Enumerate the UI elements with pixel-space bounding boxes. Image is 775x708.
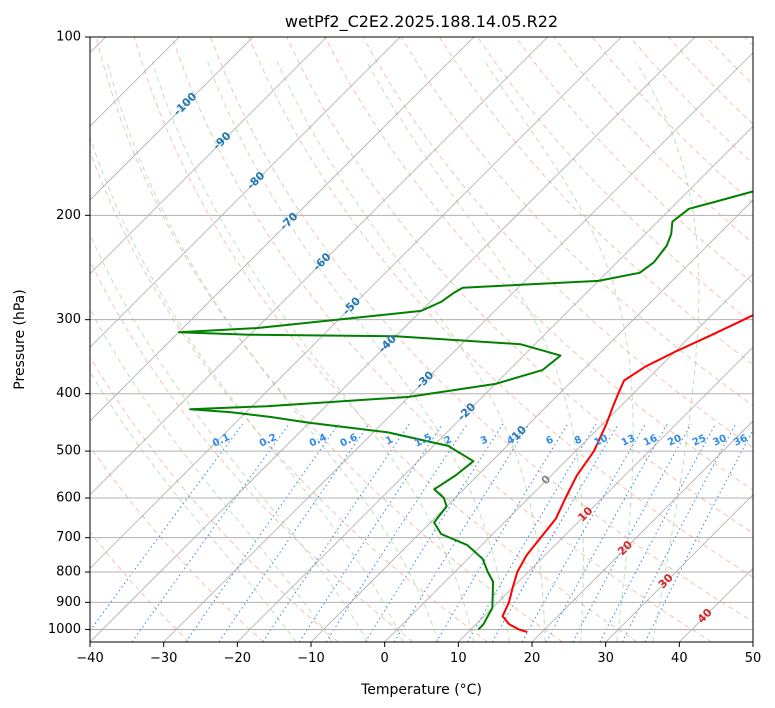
isotherm-line — [90, 37, 696, 642]
isotherm-line — [90, 37, 401, 348]
dry-adiabat — [133, 37, 638, 642]
isotherm-line — [90, 37, 548, 496]
y-axis-label: Pressure (hPa) — [12, 289, 28, 389]
y-axis: 100 200 300 400 500 600 700 800 900 1000 — [48, 30, 90, 637]
isotherm-line — [90, 37, 475, 422]
mixing-ratio-line — [218, 423, 370, 642]
mixing-ratio-labels: 0.1 0.2 0.4 0.6 1 1.5 2 3 4 6 8 10 13 16 20 25 30 36 — [211, 432, 749, 450]
moist-adiabat — [484, 61, 634, 642]
dry-adiabat — [90, 531, 190, 642]
mixing-ratio-label: 20 — [666, 433, 683, 449]
profile-line-1 — [501, 314, 753, 633]
x-tick-label: 50 — [745, 651, 762, 666]
isotherm-line — [237, 125, 753, 642]
plot-frame — [89, 36, 754, 643]
mixing-ratio-label: 4 — [506, 434, 517, 447]
mixing-ratio-label: 36 — [732, 433, 749, 449]
y-tick-label: 700 — [56, 530, 81, 545]
isotherm-line — [163, 52, 753, 642]
y-tick-label: 1000 — [48, 622, 81, 637]
moist-adiabat — [276, 61, 546, 642]
x-tick-label: 0 — [381, 651, 389, 666]
x-tick-label: −20 — [224, 651, 251, 666]
dry-adiabat — [90, 150, 488, 642]
mixing-ratio-label: 2 — [443, 434, 454, 447]
x-tick-label: −40 — [76, 651, 103, 666]
mixing-ratio-label: 30 — [711, 433, 728, 449]
moist-adiabat — [90, 135, 404, 642]
x-tick-label: −10 — [297, 651, 324, 666]
isotherm-line — [90, 37, 622, 569]
mixing-ratio-label: 13 — [620, 433, 637, 449]
moist-adiabat — [90, 232, 369, 642]
isotherm-line — [310, 199, 753, 642]
x-tick-label: 30 — [597, 651, 614, 666]
dry-adiabat — [248, 37, 753, 578]
mixing-ratio-label: 6 — [544, 434, 555, 447]
mixing-ratio-label: 25 — [691, 433, 708, 449]
mixing-ratio-label: 8 — [573, 434, 584, 447]
mixing-ratio-line — [435, 423, 569, 642]
x-axis: −40 −30 −20 −10 0 10 20 30 40 50 — [76, 642, 761, 666]
background-lines — [90, 37, 753, 642]
mixing-ratio-line — [298, 423, 444, 642]
moist-adiabat — [151, 61, 475, 642]
y-tick-label: 500 — [56, 444, 81, 459]
y-tick-label: 900 — [56, 595, 81, 610]
x-tick-label: 10 — [450, 651, 467, 666]
x-tick-label: −30 — [150, 651, 177, 666]
mixing-ratio-label: 3 — [479, 434, 490, 447]
moist-adiabat — [366, 61, 584, 642]
isotherm-line — [605, 494, 753, 642]
moist-adiabat — [106, 61, 439, 642]
y-tick-label: 100 — [56, 30, 81, 45]
mixing-ratio-line — [90, 423, 244, 632]
y-tick-label: 400 — [56, 386, 81, 401]
dry-adiabat — [210, 37, 753, 623]
mixing-ratio-label: 10 — [592, 433, 609, 449]
mixing-ratio-label: 16 — [642, 433, 659, 449]
mixing-ratio-line — [262, 423, 410, 642]
pressure-grid — [90, 37, 753, 630]
isotherm-line — [90, 37, 254, 201]
y-tick-label: 800 — [56, 565, 81, 580]
mixing-ratio-line — [545, 423, 668, 642]
mixing-ratio-label: 1 — [384, 434, 395, 447]
isotherm-line — [458, 346, 753, 642]
dry-adiabat — [515, 37, 753, 284]
dry-adiabat — [171, 37, 712, 642]
mixing-ratio-line — [185, 423, 340, 642]
x-tick-label: 40 — [671, 651, 688, 666]
isotherm-line — [531, 420, 753, 642]
mixing-ratio-line — [491, 423, 619, 642]
mixing-ratio-line — [131, 423, 290, 642]
x-axis-label: Temperature (°C) — [360, 682, 482, 698]
dry-adiabat — [438, 37, 753, 366]
isotherm-line — [90, 37, 327, 275]
dry-adiabat — [90, 445, 264, 642]
moist-adiabat — [207, 61, 510, 642]
mixing-ratio-line — [467, 423, 597, 642]
y-tick-label: 200 — [56, 208, 81, 223]
y-tick-label: 600 — [56, 491, 81, 506]
y-tick-label: 300 — [56, 312, 81, 327]
profile-lines — [177, 190, 753, 633]
isotherm-line — [384, 273, 753, 642]
chart-title: wetPf2_C2E2.2025.188.14.05.R22 — [285, 12, 558, 32]
profile-line-2 — [177, 190, 753, 631]
dry-adiabat — [95, 37, 563, 642]
x-tick-label: 20 — [524, 651, 541, 666]
